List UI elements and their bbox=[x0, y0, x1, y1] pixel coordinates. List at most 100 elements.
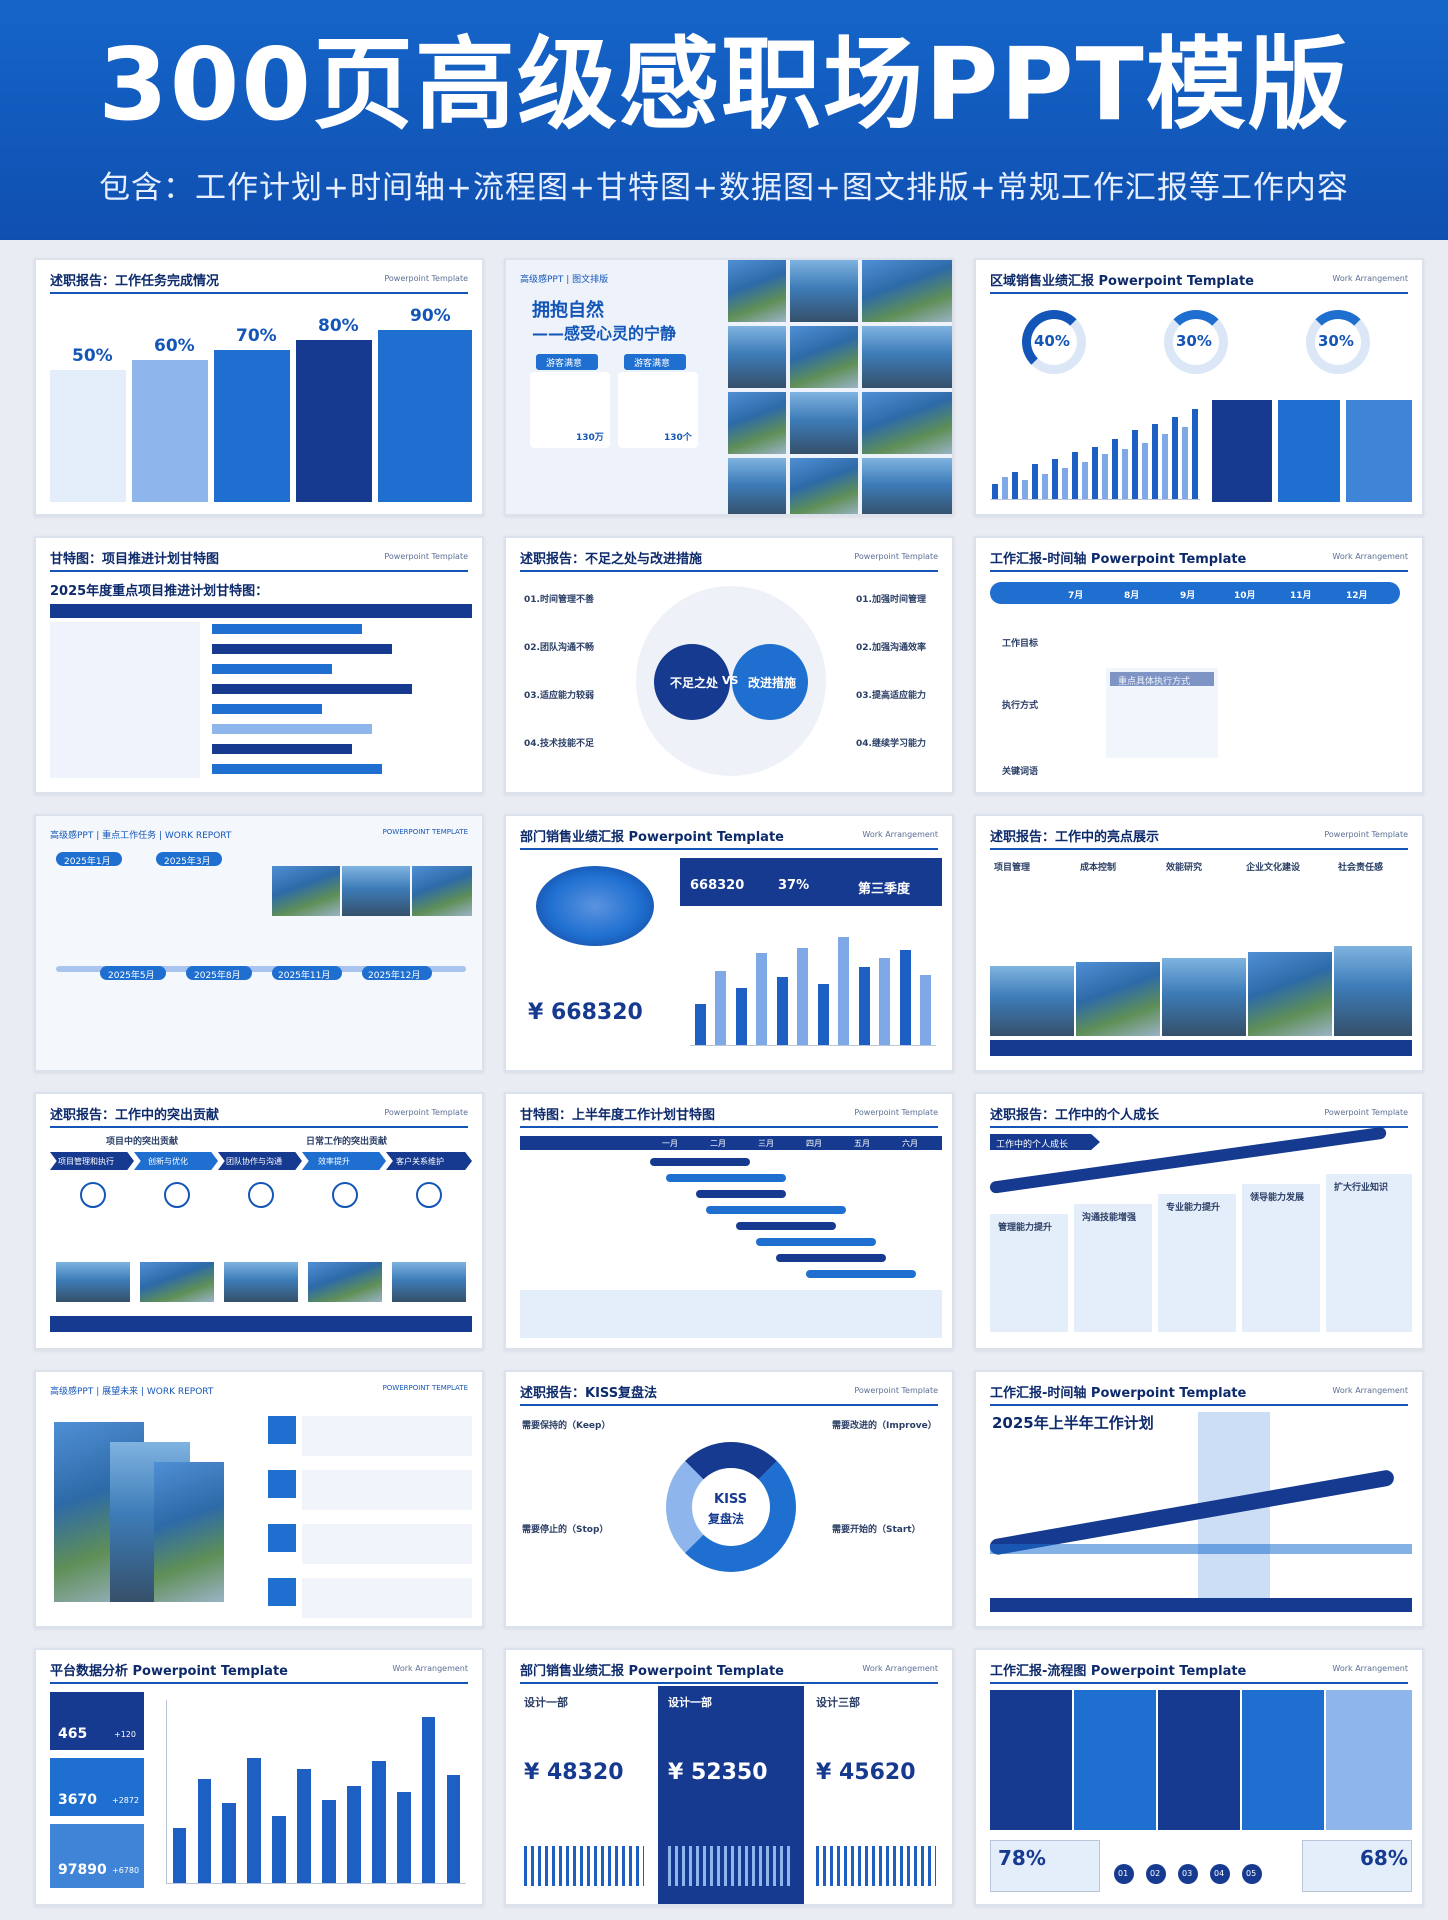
info-column bbox=[1346, 400, 1412, 502]
highlight-item: 社会责任感 bbox=[1338, 863, 1384, 873]
slide-tag: Work Arrangement bbox=[1332, 1386, 1408, 1395]
stat-value: 3670 bbox=[58, 1792, 97, 1808]
stat-card bbox=[50, 1758, 144, 1816]
flow-column bbox=[1074, 1690, 1156, 1830]
slide-title: 述职报告：工作中的个人成长 bbox=[990, 1108, 1160, 1123]
page-title: 300页高级感职场PPT模版 bbox=[98, 26, 1350, 143]
highlight-box bbox=[1106, 668, 1218, 758]
step-arrow bbox=[134, 1152, 218, 1170]
step-number: 04 bbox=[1214, 1869, 1225, 1878]
gantt-bar bbox=[212, 644, 392, 654]
flow-column bbox=[1326, 1690, 1412, 1830]
slide-gantt-halfyear[interactable]: 甘特图：上半年度工作计划甘特图 Powerpoint Template 一月 二… bbox=[504, 1092, 954, 1350]
caption-bar bbox=[50, 1316, 472, 1332]
chart-bar bbox=[858, 966, 870, 1045]
chart-bar bbox=[1172, 416, 1178, 499]
gantt-bar bbox=[212, 684, 412, 694]
slide-dept-sales-2[interactable]: 部门销售业绩汇报 Powerpoint Template Work Arrang… bbox=[504, 1648, 954, 1906]
lightbulb-icon bbox=[164, 1182, 190, 1208]
tag-label: 游客满意 bbox=[546, 359, 583, 369]
stat-delta: +120 bbox=[114, 1730, 136, 1739]
footer-panel bbox=[520, 1290, 942, 1338]
dept-value: ¥ 48320 bbox=[524, 1760, 624, 1785]
slide-future-outlook[interactable]: 高级感PPT | 展望未来 | WORK REPORT POWERPOINT T… bbox=[34, 1370, 484, 1628]
slide-contributions[interactable]: 述职报告：工作中的突出贡献 Powerpoint Template 项目中的突出… bbox=[34, 1092, 484, 1350]
kiss-center: KISS bbox=[714, 1492, 748, 1507]
slide-highlights[interactable]: 述职报告：工作中的亮点展示 Powerpoint Template 项目管理 成… bbox=[974, 814, 1424, 1072]
growth-card bbox=[1242, 1184, 1320, 1332]
photo bbox=[392, 1262, 466, 1302]
slide-kiss-review[interactable]: 述职报告：KISS复盘法 Powerpoint Template KISS 复盘… bbox=[504, 1370, 954, 1628]
landscape-photo bbox=[728, 458, 786, 514]
divider bbox=[50, 1126, 468, 1128]
chart-bar bbox=[1082, 461, 1088, 499]
slide-flowchart[interactable]: 工作汇报-流程图 Powerpoint Template Work Arrang… bbox=[974, 1648, 1424, 1906]
stat-card bbox=[50, 1692, 144, 1750]
ring-value-2: 30% bbox=[1176, 332, 1212, 350]
stat-2: 130个 bbox=[664, 433, 692, 443]
chart-bar bbox=[1122, 449, 1128, 499]
slide-nature-layout[interactable]: 高级感PPT | 图文排版 拥抱自然 ——感受心灵的宁静 游客满意 游客满意 1… bbox=[504, 258, 954, 516]
slide-key-tasks[interactable]: 高级感PPT | 重点工作任务 | WORK REPORT POWERPOINT… bbox=[34, 814, 484, 1072]
slide-shortcomings[interactable]: 述职报告：不足之处与改进措施 Powerpoint Template 不足之处 … bbox=[504, 536, 954, 794]
chart-bar bbox=[1032, 464, 1038, 499]
divider bbox=[990, 1126, 1408, 1128]
row-label: 工作目标 bbox=[1002, 639, 1039, 649]
ring-value-3: 30% bbox=[1318, 332, 1354, 350]
donut-ring bbox=[1164, 310, 1228, 374]
mini-bars bbox=[816, 1846, 936, 1886]
slide-title: 述职报告：不足之处与改进措施 bbox=[520, 552, 703, 567]
row-label: 执行方式 bbox=[1002, 701, 1039, 711]
gantt-bar bbox=[212, 704, 322, 714]
photo bbox=[56, 1262, 130, 1302]
slide-personal-growth[interactable]: 述职报告：工作中的个人成长 Powerpoint Template 工作中的个人… bbox=[974, 1092, 1424, 1350]
chart-bar bbox=[322, 1799, 336, 1883]
slide-title: 工作汇报-流程图 Powerpoint Template bbox=[990, 1664, 1247, 1679]
stat-delta: +6780 bbox=[112, 1866, 140, 1875]
timeline-track bbox=[990, 1544, 1412, 1554]
task-card bbox=[296, 340, 372, 502]
gantt-bar bbox=[212, 744, 352, 754]
slide-task-completion[interactable]: 述职报告：工作任务完成情况 Powerpoint Template 50% 60… bbox=[34, 258, 484, 516]
gantt-heading: 2025年度重点项目推进计划甘特图： bbox=[50, 584, 269, 599]
left-item: 01.时间管理不善 bbox=[524, 595, 594, 605]
kiss-center-sub: 复盘法 bbox=[708, 1512, 745, 1526]
chart-bar bbox=[817, 984, 829, 1045]
slide-halfyear-plan[interactable]: 工作汇报-时间轴 Powerpoint Template Work Arrang… bbox=[974, 1370, 1424, 1628]
slide-platform-data[interactable]: 平台数据分析 Powerpoint Template Work Arrangem… bbox=[34, 1648, 484, 1906]
chart-bar bbox=[371, 1761, 386, 1883]
highlight-item: 效能研究 bbox=[1166, 863, 1203, 873]
subheading: 日常工作的突出贡献 bbox=[306, 1137, 388, 1147]
divider bbox=[520, 1126, 938, 1128]
gantt-bar bbox=[650, 1158, 750, 1166]
dept-name: 设计一部 bbox=[668, 1696, 712, 1709]
slide-tag: Work Arrangement bbox=[392, 1664, 468, 1673]
right-circle bbox=[732, 644, 808, 720]
flow-column bbox=[1242, 1690, 1324, 1830]
slide-gantt-projects[interactable]: 甘特图：项目推进计划甘特图 Powerpoint Template 2025年度… bbox=[34, 536, 484, 794]
date-label: 2025年3月 bbox=[164, 857, 211, 867]
month-label: 三月 bbox=[758, 1139, 774, 1148]
slide-tag: Powerpoint Template bbox=[384, 1108, 468, 1117]
slide-regional-sales[interactable]: 区域销售业绩汇报 Powerpoint Template Work Arrang… bbox=[974, 258, 1424, 516]
step-dot bbox=[1178, 1864, 1198, 1884]
landscape-photo bbox=[790, 458, 858, 514]
month-label: 9月 bbox=[1180, 591, 1196, 601]
slide-dept-sales[interactable]: 部门销售业绩汇报 Powerpoint Template Work Arrang… bbox=[504, 814, 954, 1072]
percent-5: 90% bbox=[410, 306, 451, 326]
step-label: 团队协作与沟通 bbox=[226, 1157, 282, 1166]
step-dot bbox=[1210, 1864, 1230, 1884]
slide-timeline[interactable]: 工作汇报-时间轴 Powerpoint Template Work Arrang… bbox=[974, 536, 1424, 794]
slide-tag: Work Arrangement bbox=[1332, 274, 1408, 283]
date-pill bbox=[156, 852, 222, 866]
slide-tag: POWERPOINT TEMPLATE bbox=[382, 1384, 468, 1392]
divider bbox=[520, 570, 938, 572]
page-subtitle: 包含：工作计划+时间轴+流程图+甘特图+数据图+图文排版+常规工作汇报等工作内容 bbox=[99, 170, 1349, 206]
chart-bar bbox=[1192, 409, 1198, 499]
divider bbox=[520, 1404, 938, 1406]
percent-1: 50% bbox=[72, 346, 113, 366]
stat-delta: +2872 bbox=[112, 1796, 140, 1805]
gantt-label-column bbox=[50, 622, 200, 778]
slide-title: 部门销售业绩汇报 Powerpoint Template bbox=[520, 830, 784, 845]
chart-bar bbox=[776, 977, 788, 1045]
